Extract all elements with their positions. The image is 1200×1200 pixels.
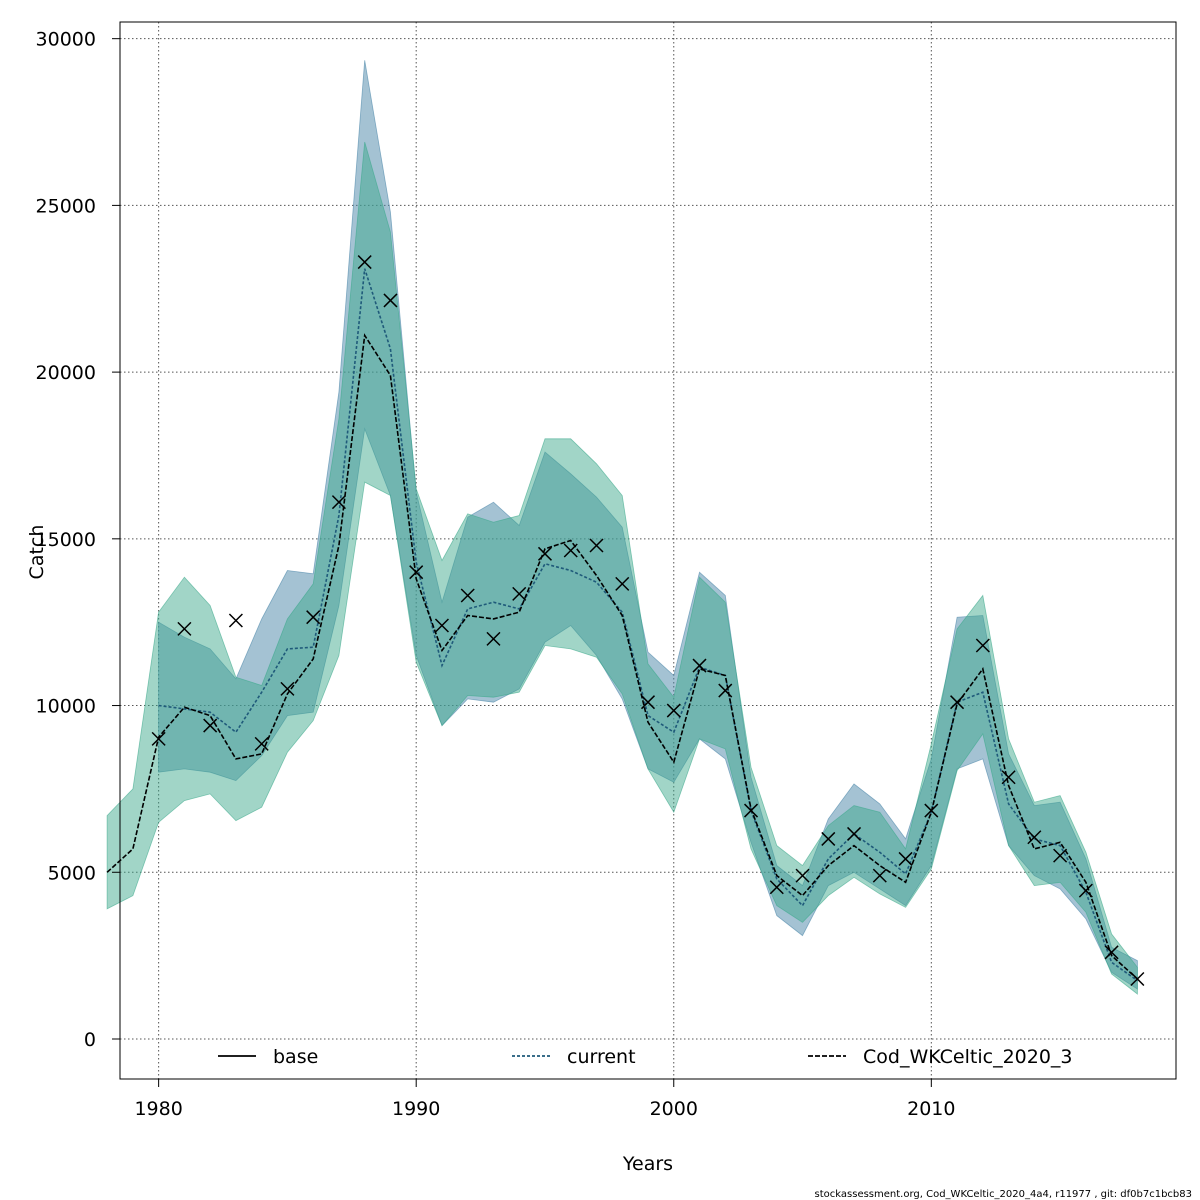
series-lines — [106, 268, 1138, 982]
y-tick-label: 5000 — [48, 862, 96, 884]
observation-point — [254, 736, 269, 751]
series-line-base — [158, 268, 1138, 982]
series-line-cod-wkceltic-2020-3 — [106, 333, 1138, 980]
observation-point — [203, 718, 218, 733]
observation-point — [1130, 971, 1145, 986]
observation-point — [769, 880, 784, 895]
observation-point — [357, 255, 372, 270]
observation-point — [151, 731, 166, 746]
observation-point — [512, 586, 527, 601]
observation-point — [280, 681, 295, 696]
observation-point — [615, 576, 630, 591]
y-tick-label: 30000 — [36, 29, 96, 51]
observation-point — [718, 683, 733, 698]
observation-point — [331, 495, 346, 510]
observation-point — [460, 588, 475, 603]
observation-point — [306, 610, 321, 625]
observation-point — [1001, 770, 1016, 785]
confidence-bands — [106, 60, 1138, 995]
x-tick-label: 1990 — [392, 1098, 440, 1120]
observation-point — [486, 631, 501, 646]
observation-point — [589, 538, 604, 553]
observation-point — [821, 831, 836, 846]
x-axis-title: Years — [622, 1153, 673, 1175]
observation-point — [1027, 830, 1042, 845]
legend-label: base — [273, 1046, 318, 1068]
y-tick-label: 10000 — [36, 696, 96, 718]
observation-point — [1053, 848, 1068, 863]
observation-point — [847, 826, 862, 841]
observation-point — [795, 868, 810, 883]
y-tick-label: 25000 — [36, 195, 96, 217]
observation-point — [640, 695, 656, 710]
y-tick-label: 15000 — [36, 529, 96, 551]
observation-point — [409, 565, 424, 580]
observation-point — [975, 638, 990, 653]
observation-point — [228, 613, 243, 628]
axes: 1980 1990 2000 2010 0 5000 10000 15000 20000 2500… — [36, 29, 956, 1120]
observation-point — [383, 293, 398, 308]
legend: base current Cod_WKCeltic_2020_3 — [218, 1046, 1073, 1068]
observation-point — [537, 546, 553, 561]
observation-point — [692, 658, 707, 673]
x-tick-label: 2010 — [907, 1098, 955, 1120]
observation-point — [177, 621, 192, 636]
y-axis-title: Catch — [26, 525, 48, 580]
observation-point — [743, 803, 759, 818]
observation-point — [1104, 945, 1119, 960]
observation-point — [898, 851, 913, 866]
observation-point — [872, 868, 887, 883]
observation-point — [924, 803, 939, 818]
y-tick-label: 20000 — [36, 362, 96, 384]
observation-markers — [151, 255, 1145, 986]
x-tick-label: 1980 — [134, 1098, 182, 1120]
ci-band-cod-wkceltic-2020-3 — [106, 141, 1138, 995]
observation-point — [950, 695, 965, 710]
observation-point — [1078, 883, 1093, 898]
legend-label: Cod_WKCeltic_2020_3 — [863, 1046, 1073, 1068]
observation-point — [434, 618, 449, 633]
y-tick-label: 0 — [84, 1029, 96, 1051]
x-tick-label: 2000 — [650, 1098, 698, 1120]
plot-frame — [119, 21, 1177, 1080]
legend-label: current — [567, 1046, 636, 1068]
footer-credit: stockassessment.org, Cod_WKCeltic_2020_4… — [815, 1189, 1192, 1200]
observation-point — [563, 543, 578, 558]
observation-point — [666, 703, 681, 718]
